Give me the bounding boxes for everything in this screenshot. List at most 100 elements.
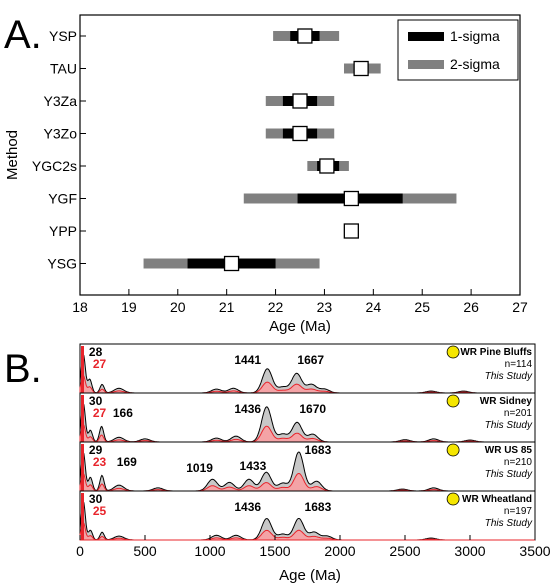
method-row-ygc2s: YGC2s [32,158,349,174]
peak-label: 1433 [240,459,267,473]
x-tick-label: 1000 [194,543,225,559]
panel-a-letter: A. [4,13,42,57]
method-label: Y3Za [44,93,78,109]
kde-curve-young [79,521,535,541]
panel-b-letter: B. [4,347,42,391]
panel-a-chart: 18 19 20 21 22 23 24 25 26 27 YSP TAU Y3Za Y3Zo YGC2s… [4,14,528,335]
peak-label: 27 [93,406,107,420]
age-marker [292,125,308,142]
method-row-y3za: Y3Za [44,93,335,109]
legend-swatch-1-sigma [408,32,444,41]
peak-label: 1436 [234,402,261,416]
method-label: YSG [47,256,77,272]
method-row-y3zo: Y3Zo [44,126,335,142]
panel-a-method-rows: YSP TAU Y3Za Y3Zo YGC2s YGF YPP YSG [32,28,457,272]
panel-a-y-axis-title: Method [4,130,21,180]
legend-label-2-sigma: 2-sigma [450,56,500,72]
x-tick-label: 2000 [324,543,355,559]
age-marker [343,223,359,239]
peak-label: 166 [113,406,133,420]
young-spike [81,395,84,442]
panel-b-x-axis-title: Age (Ma) [279,567,341,584]
legend-box [397,19,519,81]
age-marker [292,93,308,109]
method-label: Y3Zo [44,126,78,142]
young-spike [81,493,84,540]
method-row-ygf: YGF [48,190,457,207]
peak-label: 1670 [299,402,326,416]
panel-a-x-axis: 18 19 20 21 22 23 24 25 26 27 [72,289,528,315]
peak-label: 23 [93,455,107,469]
method-row-ypp: YPP [49,223,359,239]
sample-count: n=210 [504,457,533,468]
method-row-ysp: YSP [49,28,340,44]
panel-a-legend: 1-sigma 2-sigma [397,19,519,81]
sample-marker-icon [446,394,460,408]
sample-marker-icon [446,345,460,359]
sample-source: This Study [485,469,533,480]
peak-label: 28 [89,345,103,359]
sample-source: This Study [485,371,533,382]
peak-label: 169 [117,455,137,469]
peak-label: 1667 [297,353,324,367]
method-label: YPP [49,223,77,239]
x-tick-label: 25 [414,299,430,315]
x-tick-label: 26 [463,299,479,315]
peak-label: 30 [89,394,103,408]
peak-label: 1019 [186,461,213,475]
sample-count: n=114 [505,359,533,370]
x-tick-label: 18 [72,299,88,315]
x-tick-label: 23 [317,299,333,315]
x-tick-label: 1500 [259,543,290,559]
peak-label: 30 [89,492,103,506]
sample-name: WR Pine Bluffs [460,347,532,358]
panel-a-plot-frame [79,14,521,296]
age-marker [343,190,359,207]
x-tick-label: 22 [268,299,284,315]
legend-label-1-sigma: 1-sigma [450,28,500,44]
kde-panel-frame [79,392,536,443]
x-tick-label: 27 [512,299,528,315]
sample-source: This Study [485,420,533,431]
panel-a-x-axis-title: Age (Ma) [269,318,331,335]
method-label: YGF [48,191,77,207]
peak-label: 1683 [305,443,332,457]
peak-label: 25 [93,504,107,518]
x-tick-label: 19 [121,299,137,315]
x-tick-label: 2500 [389,543,420,559]
method-row-ysg: YSG [47,256,320,272]
method-label: YSP [49,28,77,44]
young-spike [81,444,84,491]
sample-count: n=201 [504,408,533,419]
method-row-tau: TAU [50,61,381,77]
legend-swatch-2-sigma [408,60,444,69]
peak-label: 29 [89,443,103,457]
young-spike [81,346,84,393]
peak-label: 27 [93,357,107,371]
sample-source: This Study [485,518,533,529]
x-tick-label: 24 [366,299,382,315]
x-tick-label: 20 [170,299,186,315]
peak-label: 1683 [305,500,332,514]
x-tick-label: 0 [76,543,84,559]
x-tick-label: 500 [133,543,157,559]
sample-count: n=197 [504,506,533,517]
x-tick-label: 3500 [519,543,550,559]
method-label: YGC2s [32,158,77,174]
x-tick-label: 3000 [454,543,485,559]
method-label: TAU [50,61,77,77]
sample-name: WR Wheatland [462,494,532,505]
age-marker [319,158,335,174]
age-marker [353,60,369,77]
sample-marker-icon [446,492,460,506]
sample-name: WR US 85 [485,445,533,456]
age-marker [297,28,313,44]
